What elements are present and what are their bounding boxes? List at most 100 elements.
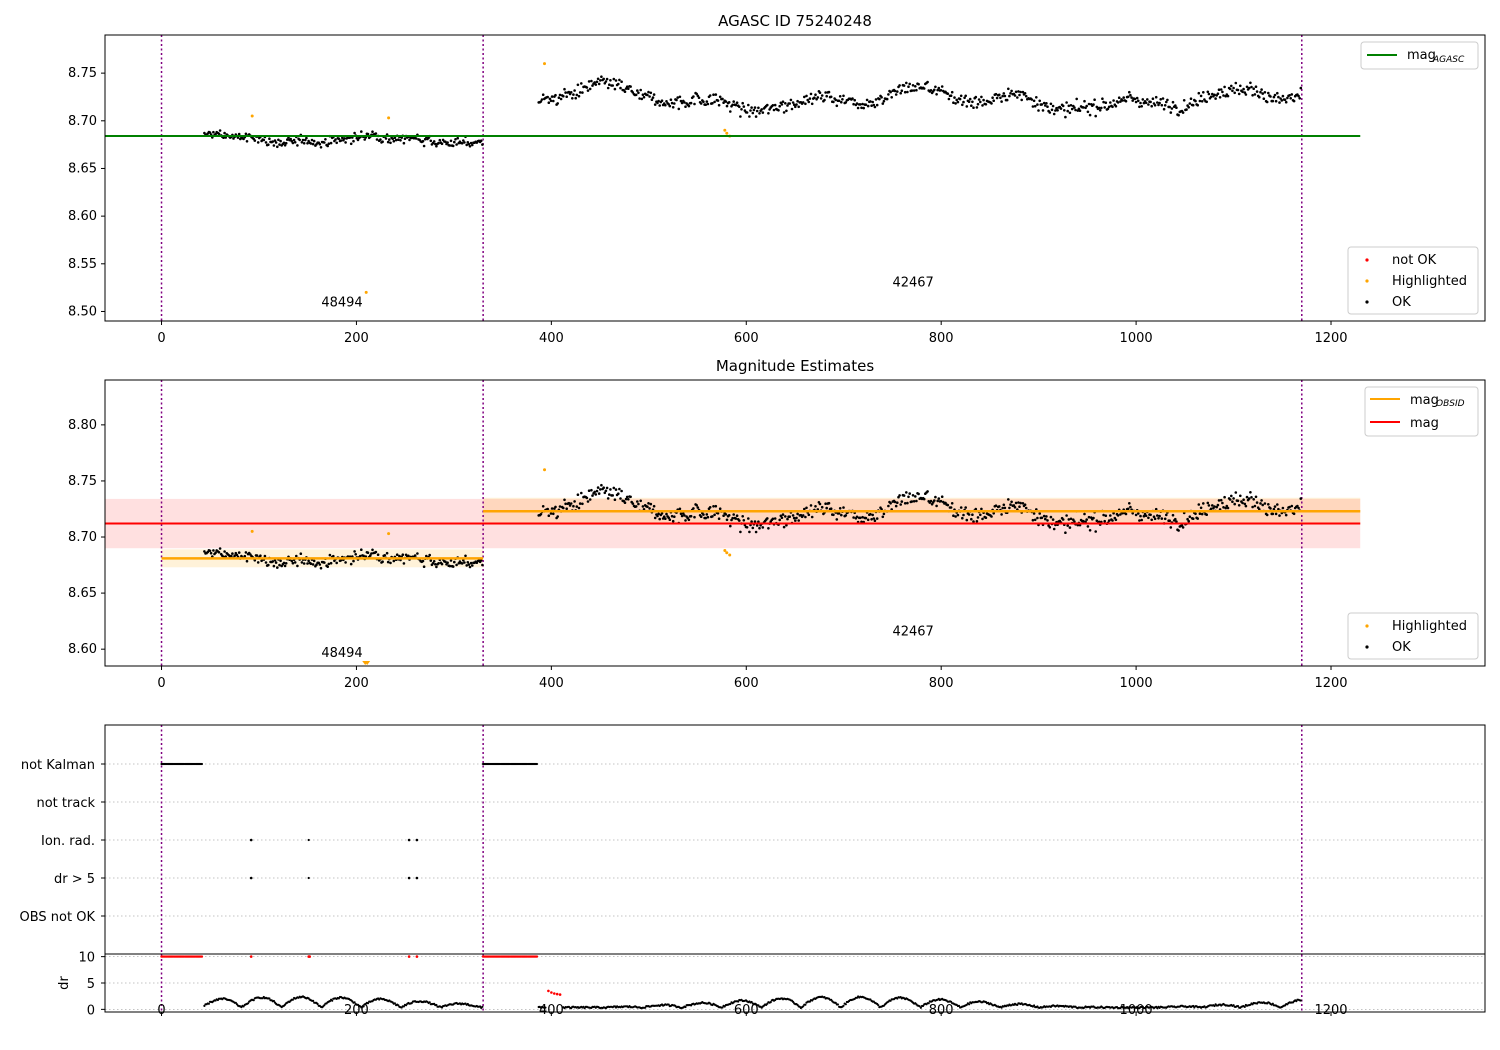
ok-point — [353, 550, 356, 553]
ok-point — [1133, 97, 1137, 101]
ok-point — [964, 94, 967, 98]
ok-point — [1177, 529, 1180, 532]
ok-point — [1160, 103, 1164, 107]
ok-point — [1273, 93, 1277, 97]
ok-point — [968, 97, 972, 101]
ok-point — [714, 504, 718, 508]
ok-point — [437, 141, 440, 145]
ok-point — [926, 80, 929, 84]
ok-point — [680, 514, 684, 518]
ok-point — [903, 502, 907, 505]
ok-point — [758, 112, 761, 115]
ok-point — [683, 101, 686, 104]
ok-point — [218, 547, 222, 550]
ok-point — [878, 97, 881, 101]
ok-point — [823, 98, 826, 102]
ok-point — [614, 488, 618, 491]
panel2-frame — [104, 379, 1486, 667]
ok-point — [1049, 515, 1053, 519]
ok-point — [693, 102, 696, 106]
ok-point — [827, 501, 831, 505]
ok-point — [977, 98, 981, 101]
ok-point — [1055, 106, 1058, 110]
ok-point — [809, 92, 813, 96]
ok-point — [790, 107, 794, 111]
ok-point — [453, 140, 456, 144]
ok-point — [1066, 109, 1069, 113]
ok-point — [696, 94, 700, 98]
ok-point — [479, 139, 483, 142]
ok-point — [306, 562, 309, 565]
ok-point — [795, 103, 798, 106]
ok-point — [1263, 502, 1267, 505]
ok-point — [1018, 93, 1021, 97]
ok-point — [223, 550, 226, 553]
ok-point — [413, 554, 417, 557]
ok-point — [844, 101, 848, 104]
ok-point — [706, 515, 710, 519]
ok-point — [971, 100, 974, 104]
ok-point — [1260, 88, 1263, 91]
ok-point — [366, 551, 370, 554]
ok-point — [781, 513, 785, 516]
ok-point — [591, 494, 594, 497]
ok-point — [899, 91, 902, 95]
ok-point — [1094, 114, 1097, 118]
ok-point — [1242, 87, 1245, 91]
ok-point — [1121, 99, 1124, 102]
ok-point — [208, 549, 212, 553]
ok-point — [541, 505, 545, 508]
ok-point — [773, 517, 777, 520]
ok-point — [693, 515, 696, 519]
x-tick-label: 400 — [539, 676, 564, 691]
ok-point — [1165, 100, 1168, 104]
ok-point — [572, 93, 575, 96]
ok-point — [563, 87, 566, 91]
ok-point — [970, 104, 973, 107]
ok-point — [824, 502, 827, 506]
ok-point — [974, 507, 978, 511]
x-tick-label: 200 — [344, 676, 369, 691]
y-tick-label: 8.80 — [68, 418, 97, 433]
ok-point — [564, 91, 567, 94]
ok-point — [300, 141, 304, 144]
ok-point — [539, 100, 543, 103]
ok-point — [1008, 94, 1011, 98]
ok-point — [935, 93, 938, 96]
ok-point — [1259, 502, 1262, 505]
ok-point — [1024, 94, 1028, 98]
ok-point — [1111, 519, 1114, 522]
ok-point — [1075, 97, 1078, 101]
ok-point — [548, 97, 552, 101]
ok-point — [1033, 518, 1037, 522]
ok-point — [244, 551, 248, 554]
ok-point — [460, 562, 464, 565]
ok-point — [717, 517, 721, 520]
ok-point — [1014, 90, 1018, 94]
ok-point — [312, 139, 316, 143]
ok-point — [311, 142, 315, 146]
ok-point — [335, 561, 339, 565]
obs-label-48494: 48494 — [321, 296, 362, 311]
ok-point — [880, 96, 883, 99]
ok-point — [1077, 107, 1081, 111]
ok-point — [711, 515, 714, 518]
ok-point — [385, 551, 389, 555]
ok-point — [1241, 501, 1244, 505]
dr-point — [644, 1006, 647, 1009]
ok-point — [546, 507, 549, 511]
ok-point — [279, 139, 282, 143]
ok-point — [1260, 499, 1263, 502]
ok-point — [451, 144, 455, 148]
ok-point — [264, 561, 268, 564]
ok-point — [1149, 100, 1152, 104]
ok-point — [984, 103, 988, 106]
ok-point — [1162, 107, 1166, 111]
ok-point — [910, 89, 914, 92]
ok-point — [859, 103, 862, 106]
flag-category-label: not Kalman — [21, 758, 95, 773]
ok-point — [1189, 97, 1193, 100]
obs-label-42467: 42467 — [892, 276, 933, 291]
ok-point — [577, 94, 581, 98]
ok-point — [349, 142, 353, 146]
